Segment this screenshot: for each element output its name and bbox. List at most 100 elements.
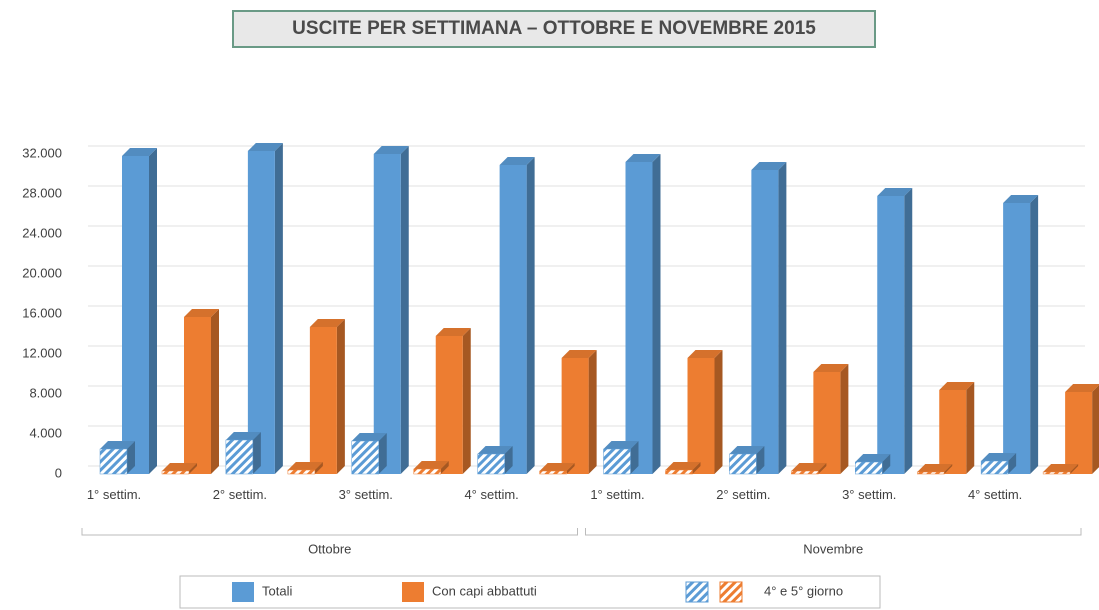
bar-front — [413, 468, 441, 475]
bar-side — [127, 441, 135, 474]
x-tick-label: 2° settim. — [716, 487, 771, 502]
bar-side — [378, 433, 387, 474]
bar — [1042, 464, 1079, 475]
bar-top — [665, 462, 701, 470]
bar-front — [99, 448, 128, 475]
bar — [855, 454, 891, 475]
y-tick-label: 12.000 — [22, 345, 62, 360]
bar-top — [413, 461, 449, 469]
bar-front — [539, 470, 567, 475]
legend-swatch — [685, 581, 709, 603]
bar-side — [630, 441, 639, 474]
bar-front — [813, 372, 841, 474]
bar-side — [526, 157, 535, 474]
bar-top — [435, 328, 471, 336]
bar-top — [351, 433, 387, 441]
bar-front — [477, 453, 505, 475]
bar-top — [1043, 464, 1079, 472]
y-tick-label: 8.000 — [29, 385, 62, 400]
y-tick-label: 24.000 — [22, 225, 62, 240]
bar-top — [791, 463, 827, 471]
bar-front — [247, 151, 275, 474]
y-tick-label: 0 — [55, 465, 62, 480]
bar — [309, 319, 345, 474]
bar-front — [184, 317, 211, 474]
bar — [435, 328, 471, 474]
bar-top — [539, 463, 575, 471]
bar-side — [944, 464, 953, 474]
bar-top — [729, 446, 765, 454]
bar-front — [855, 461, 883, 475]
group-label: Novembre — [803, 541, 863, 556]
bar-side — [588, 350, 597, 474]
bar-front — [980, 460, 1009, 475]
y-tick-label: 4.000 — [29, 425, 62, 440]
bar-front — [161, 470, 190, 475]
bar-front — [603, 448, 631, 475]
bar — [539, 463, 575, 475]
bar-side — [566, 463, 575, 474]
bar-front — [939, 390, 967, 474]
bar-side — [840, 364, 849, 474]
bar — [1003, 195, 1039, 474]
bar-front — [373, 154, 401, 474]
y-tick-label: 28.000 — [22, 185, 62, 200]
bar-front — [687, 358, 715, 474]
x-tick-label: 2° settim. — [212, 487, 268, 502]
x-tick-label: 4° settim. — [967, 487, 1023, 502]
bar-side — [440, 461, 449, 474]
bar-front — [499, 165, 527, 474]
y-tick-label: 20.000 — [22, 265, 62, 280]
legend-swatch — [402, 582, 424, 602]
bar — [161, 463, 197, 475]
bar-top — [225, 432, 261, 440]
bar-side — [966, 382, 975, 474]
bar-side — [1092, 385, 1099, 474]
bar-front — [351, 440, 379, 475]
bar — [184, 309, 219, 474]
group-bracket — [81, 528, 578, 536]
bar-side — [189, 463, 197, 474]
bar-side — [336, 319, 345, 474]
bar-side — [882, 454, 891, 474]
legend-swatch — [719, 581, 743, 603]
bar-side — [1070, 464, 1079, 474]
bar-side — [314, 462, 323, 474]
bar-top — [122, 148, 157, 156]
x-tick-label: 3° settim. — [338, 487, 393, 502]
bar — [373, 146, 409, 474]
legend-label: Totali — [262, 583, 292, 598]
bar-front — [917, 471, 945, 475]
bar-side — [652, 154, 661, 474]
group-label: Ottobre — [308, 541, 351, 556]
bar-front — [877, 196, 905, 474]
bar — [877, 188, 913, 474]
bar-top — [1003, 195, 1039, 203]
bar — [99, 441, 135, 475]
x-tick-label: 1° settim. — [86, 487, 142, 502]
bar-top — [625, 154, 661, 162]
bar-side — [252, 432, 261, 474]
bar — [751, 162, 787, 474]
y-tick-label: 32.000 — [22, 145, 62, 160]
bar-front — [1065, 392, 1093, 474]
bar-side — [462, 328, 471, 474]
bar — [477, 446, 513, 475]
legend-swatch — [232, 582, 254, 602]
bar — [939, 382, 975, 474]
bar — [791, 463, 827, 475]
bar-side — [400, 146, 409, 474]
bar-front — [1003, 203, 1031, 474]
bar-side — [211, 309, 219, 474]
bar-side — [818, 463, 827, 474]
bar-top — [373, 146, 409, 154]
bar-top — [184, 309, 219, 317]
bar-front — [287, 469, 316, 475]
bar-top — [309, 319, 345, 327]
bar-front — [561, 358, 589, 474]
bar-side — [274, 143, 283, 474]
x-tick-label: 1° settim. — [590, 487, 645, 502]
bar — [247, 143, 283, 474]
